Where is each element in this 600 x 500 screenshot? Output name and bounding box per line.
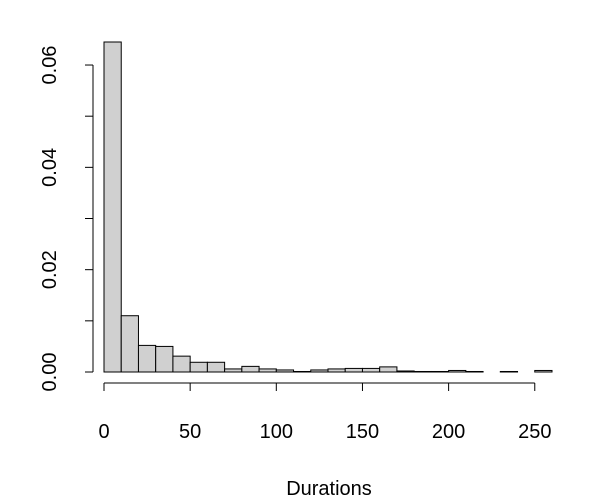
bars-group	[103, 41, 553, 373]
x-tick-label: 100	[260, 421, 293, 443]
histogram-bar	[224, 368, 243, 373]
histogram-bar	[465, 370, 484, 373]
histogram-bar	[206, 361, 226, 373]
histogram-bar	[379, 366, 398, 373]
histogram-bar	[258, 368, 277, 373]
histogram-bar	[396, 370, 415, 373]
y-tick-label: 0.02	[39, 250, 61, 289]
histogram-bar	[310, 369, 329, 373]
histogram-bar	[275, 369, 295, 373]
histogram-bar	[534, 369, 553, 373]
histogram-bar	[120, 315, 139, 373]
x-tick-label: 0	[98, 421, 109, 443]
histogram-bar	[172, 355, 191, 373]
y-tick-label: 0.06	[39, 46, 61, 85]
histogram-bar	[189, 361, 208, 373]
histogram-bar	[413, 370, 432, 373]
x-tick-label: 150	[346, 421, 379, 443]
x-tick-label: 250	[518, 421, 551, 443]
y-tick-label: 0.00	[39, 353, 61, 392]
histogram-bar	[137, 344, 157, 373]
histogram-bar	[293, 370, 312, 373]
y-tick-label: 0.04	[39, 148, 61, 187]
histogram-bar	[448, 369, 467, 373]
histogram-bar	[344, 367, 363, 373]
histogram-bar	[241, 365, 260, 373]
histogram-bar	[155, 345, 174, 373]
x-tick-label: 200	[432, 421, 465, 443]
histogram-bar	[361, 367, 381, 373]
x-axis: 0 50 100 150 200 250	[98, 382, 551, 443]
histogram-bar	[499, 370, 519, 373]
x-tick-label: 50	[179, 421, 201, 443]
y-axis: 0.00 0.02 0.04 0.06	[39, 46, 94, 392]
x-axis-label: Durations	[286, 478, 372, 500]
histogram-bar	[430, 370, 450, 373]
histogram-bar	[327, 368, 346, 373]
histogram-bar	[103, 41, 122, 373]
